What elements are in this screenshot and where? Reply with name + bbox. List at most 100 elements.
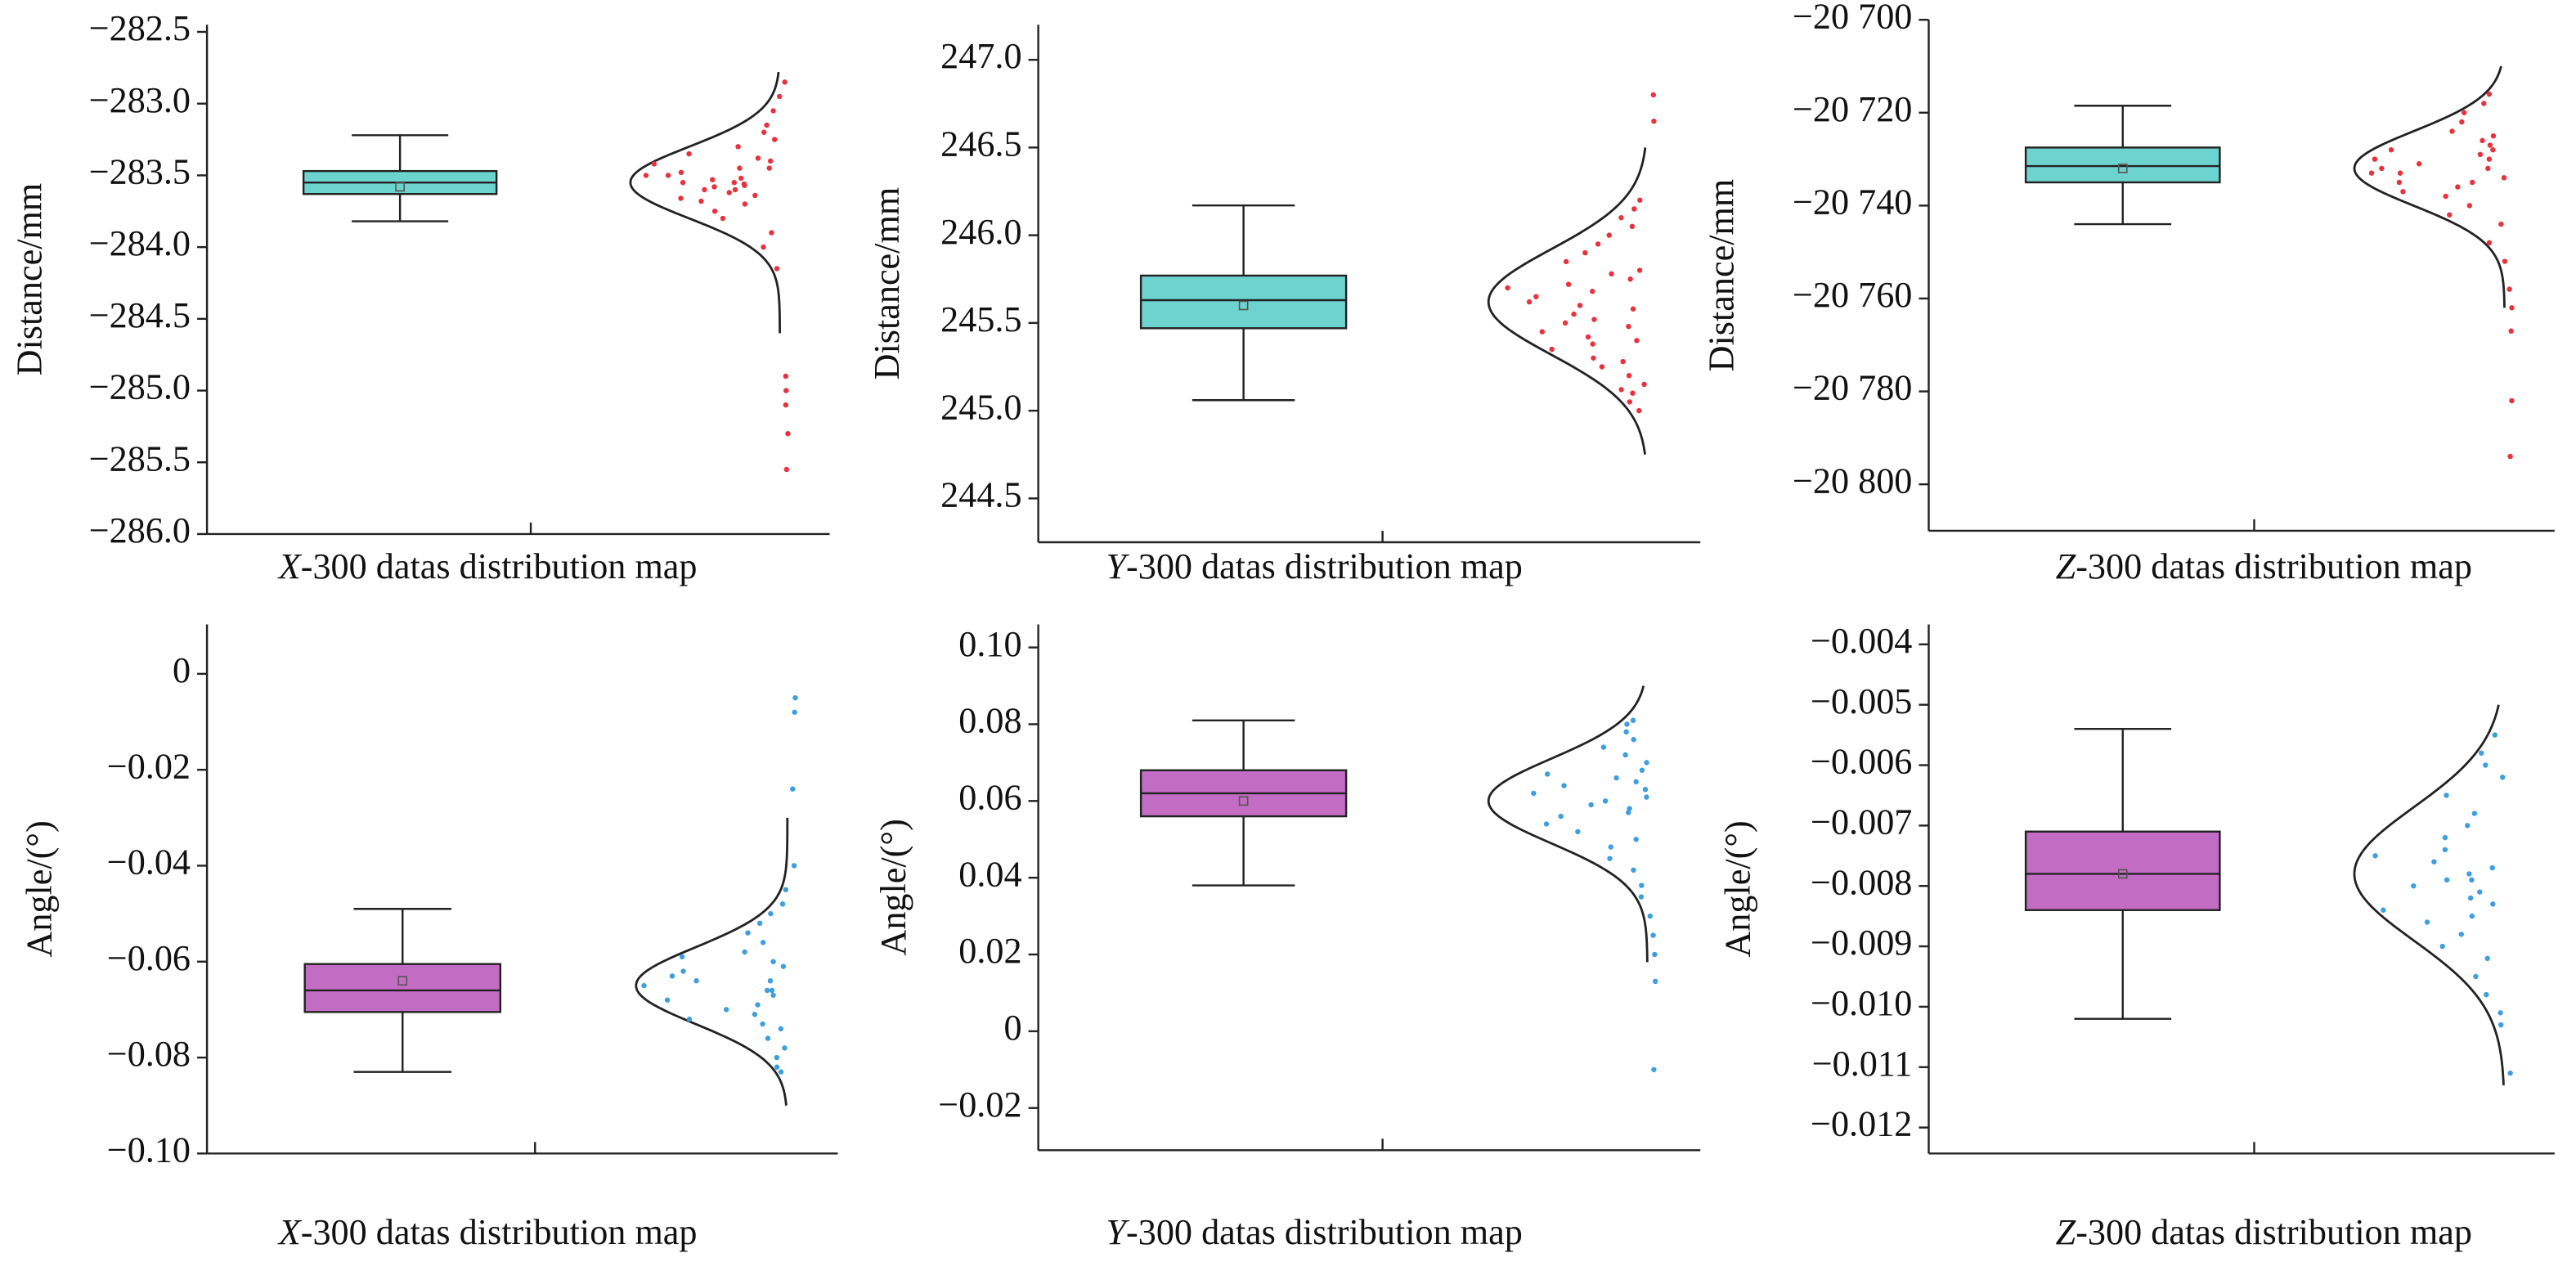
point <box>711 209 718 214</box>
panel: 0.10 0.08 0.06 0.04 0.02 0 −0.02 Angle/(°) Y-300… <box>873 624 1701 1252</box>
point <box>2499 775 2506 780</box>
point <box>2442 847 2448 853</box>
y-tick-label: 0.10 <box>958 624 1021 664</box>
x-axis-variable: Y <box>1106 546 1129 586</box>
point <box>1626 323 1631 330</box>
point <box>2439 943 2445 950</box>
x-axis-variable: Y <box>1106 1212 1129 1252</box>
point <box>2444 793 2449 798</box>
point <box>761 244 766 250</box>
point <box>2490 901 2496 907</box>
point <box>780 963 787 969</box>
normal-curve <box>635 817 789 1106</box>
point <box>1533 294 1539 299</box>
mean-marker <box>1238 796 1249 806</box>
point <box>2487 142 2493 148</box>
point <box>2470 179 2475 186</box>
point <box>2509 305 2515 311</box>
y-tick-label: −20 720 <box>1793 89 1912 129</box>
point <box>792 694 798 701</box>
point <box>2485 165 2491 172</box>
point <box>679 954 685 960</box>
mean-marker <box>2117 869 2128 879</box>
x-axis-label: X-300 datas distribution map <box>277 546 698 586</box>
point <box>1622 752 1628 758</box>
y-axis-label: Distance/mm <box>1702 179 1742 372</box>
point <box>2497 1010 2503 1016</box>
y-axis-label: Distance/mm <box>9 183 49 376</box>
point <box>2490 146 2496 153</box>
point <box>1630 390 1636 396</box>
point <box>2502 258 2508 264</box>
y-tick-label: 245.5 <box>940 299 1021 339</box>
point <box>1591 317 1597 322</box>
point <box>2464 823 2471 829</box>
point <box>1588 802 1594 808</box>
point <box>1651 118 1657 124</box>
normal-curve <box>1487 147 1647 455</box>
point <box>742 201 748 207</box>
point <box>2443 193 2448 200</box>
point <box>1571 311 1577 317</box>
point <box>2368 170 2375 176</box>
point <box>770 992 776 999</box>
point <box>2416 161 2422 167</box>
point <box>783 388 789 393</box>
y-tick-label: 0.08 <box>958 701 1021 741</box>
point <box>1539 329 1545 335</box>
point <box>1563 258 1569 265</box>
point <box>2477 889 2483 895</box>
y-tick-label: −0.012 <box>1811 1104 1912 1144</box>
point <box>2397 170 2403 176</box>
x-axis-text: -300 datas distribution map <box>1126 546 1523 586</box>
y-tick-label: −0.02 <box>938 1085 1021 1125</box>
point <box>1590 341 1595 347</box>
x-axis-text: -300 datas distribution map <box>301 546 698 586</box>
point <box>2468 895 2474 901</box>
point <box>665 173 671 178</box>
point <box>1565 281 1572 287</box>
y-tick-label: −0.010 <box>1811 983 1912 1023</box>
y-tick-label: −0.10 <box>107 1130 191 1170</box>
point <box>1627 399 1633 405</box>
point <box>2483 762 2488 768</box>
y-tick-label: −20 740 <box>1793 182 1912 222</box>
point <box>2473 973 2479 980</box>
point <box>1631 737 1636 743</box>
point <box>1602 798 1609 804</box>
point <box>779 901 786 907</box>
panel: 0 −0.02 −0.04 −0.06 −0.08 −0.10 Angle/(°) X-300… <box>19 624 838 1252</box>
point <box>756 920 763 927</box>
point <box>769 230 774 236</box>
point <box>1544 771 1551 777</box>
point <box>2379 165 2385 172</box>
x-axis-variable: X <box>277 1212 303 1252</box>
x-axis-label: Z-300 datas distribution map <box>2056 546 2472 586</box>
point <box>1624 721 1630 727</box>
y-tick-label: 0.04 <box>958 854 1021 894</box>
x-axis-text: -300 datas distribution map <box>2076 1212 2472 1252</box>
point <box>680 179 686 186</box>
point <box>641 982 647 989</box>
x-axis-variable: Z <box>2056 546 2076 586</box>
panel: −0.004 −0.005 −0.006 −0.007 −0.008 −0.009 −0.0… <box>1718 621 2555 1252</box>
y-tick-label: −0.08 <box>107 1034 191 1074</box>
point <box>1651 1067 1657 1072</box>
y-tick-label: 0 <box>1003 1008 1021 1048</box>
normal-curve <box>2353 65 2506 308</box>
point <box>1652 978 1658 985</box>
point <box>732 186 738 193</box>
point <box>755 155 761 161</box>
point <box>2471 811 2478 816</box>
y-tick-label: −0.02 <box>107 746 191 786</box>
point <box>2481 101 2487 106</box>
point <box>2469 913 2475 919</box>
point <box>1631 867 1636 873</box>
y-tick-label: −0.005 <box>1811 681 1912 721</box>
y-tick-label: 245.0 <box>940 387 1021 427</box>
y-tick-label: −284.0 <box>89 223 191 263</box>
point <box>782 79 788 85</box>
point <box>1630 717 1636 723</box>
point <box>783 466 790 473</box>
